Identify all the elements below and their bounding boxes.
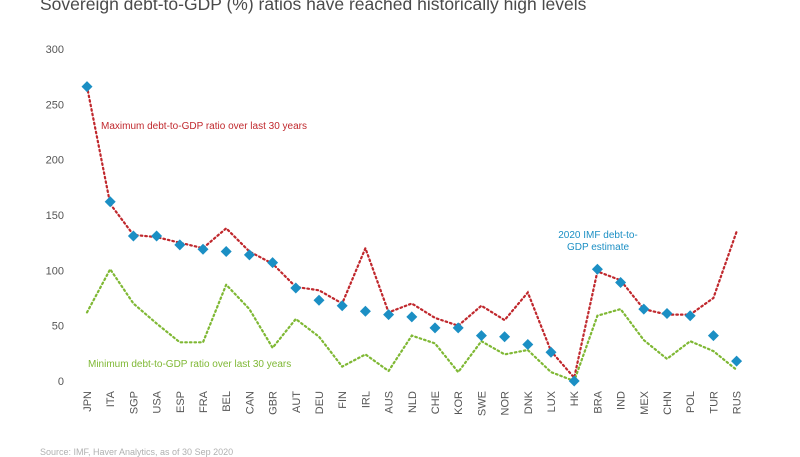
imf-estimate-marker-swe	[475, 330, 487, 342]
x-tick-label: MEX	[639, 390, 651, 415]
imf-estimate-marker-hk	[568, 375, 580, 387]
series-layer	[85, 85, 738, 383]
x-tick-label: TUR	[708, 391, 720, 414]
imf-estimate-marker-nld	[406, 311, 418, 323]
imf-estimate-marker-mex	[638, 303, 650, 315]
imf-estimate-marker-ita	[104, 196, 116, 208]
series-line-min	[85, 267, 738, 383]
x-tick-label: SGP	[128, 391, 140, 414]
imf-estimate-marker-esp	[174, 239, 186, 251]
x-tick-label: DEU	[314, 391, 326, 414]
imf-estimate-marker-tur	[707, 330, 719, 342]
y-tick-label: 250	[46, 99, 64, 111]
imf-estimate-marker-gbr	[267, 257, 279, 269]
x-tick-label: KOR	[453, 391, 465, 415]
x-tick-label: USA	[152, 390, 164, 413]
x-tick-label: FIN	[337, 391, 349, 409]
x-tick-label: CHN	[662, 391, 674, 415]
imf-estimate-marker-bel	[220, 246, 232, 258]
imf-estimate-marker-aus	[383, 309, 395, 321]
x-axis: JPN ITA SGP USA ESP FRA BEL CAN GBR AUT DEU FIN IRL A…	[82, 390, 744, 416]
imf-estimate-marker-jpn	[81, 81, 93, 93]
max-series-label: Maximum debt-to-GDP ratio over last 30 y…	[101, 121, 307, 132]
marker-layer	[81, 81, 743, 387]
x-tick-label: NOR	[500, 391, 512, 416]
x-tick-label: POL	[685, 391, 697, 413]
y-tick-label: 50	[52, 321, 64, 333]
imf-estimate-marker-sgp	[127, 230, 139, 242]
y-tick-label: 100	[46, 265, 64, 277]
footnote: Source: IMF, Haver Analytics, as of 30 S…	[40, 447, 234, 457]
imf-estimate-label-line1: 2020 IMF debt-to-	[558, 230, 637, 241]
imf-estimate-marker-kor	[452, 322, 464, 334]
y-axis: 0 50 100 150 200 250 300	[46, 44, 64, 388]
x-tick-label: BEL	[221, 391, 233, 412]
x-tick-label: LUX	[546, 390, 558, 412]
imf-estimate-marker-usa	[151, 230, 163, 242]
x-tick-label: ESP	[175, 391, 187, 413]
y-tick-label: 150	[46, 210, 64, 222]
x-tick-label: IRL	[360, 391, 372, 408]
y-tick-label: 300	[46, 44, 64, 56]
x-tick-label: AUS	[384, 391, 396, 414]
imf-estimate-marker-pol	[684, 310, 696, 322]
imf-estimate-marker-rus	[731, 355, 743, 367]
imf-estimate-marker-deu	[313, 294, 325, 306]
imf-estimate-marker-lux	[545, 346, 557, 358]
imf-estimate-marker-fin	[336, 300, 348, 312]
imf-estimate-marker-chn	[661, 307, 673, 319]
imf-estimate-marker-fra	[197, 243, 209, 255]
imf-estimate-label-line2: GDP estimate	[567, 242, 629, 253]
imf-estimate-marker-bra	[591, 263, 603, 275]
y-tick-label: 200	[46, 155, 64, 167]
x-tick-label: FRA	[198, 390, 210, 413]
imf-estimate-marker-can	[243, 249, 255, 261]
x-tick-label: CAN	[244, 391, 256, 414]
min-series-label: Minimum debt-to-GDP ratio over last 30 y…	[88, 359, 291, 370]
x-tick-label: GBR	[268, 391, 280, 415]
x-tick-label: BRA	[592, 390, 604, 413]
imf-estimate-marker-aut	[290, 282, 302, 294]
x-tick-label: SWE	[476, 391, 488, 416]
x-tick-label: RUS	[732, 391, 744, 414]
imf-estimate-marker-irl	[359, 305, 371, 317]
x-tick-label: HK	[569, 390, 581, 406]
chart-title: Sovereign debt-to-GDP (%) ratios have re…	[40, 0, 587, 14]
series-line-max	[85, 85, 738, 381]
imf-estimate-marker-dnk	[522, 338, 534, 350]
x-tick-label: AUT	[291, 391, 303, 413]
imf-estimate-marker-che	[429, 322, 441, 334]
x-tick-label: JPN	[82, 391, 94, 412]
imf-estimate-marker-nor	[499, 331, 511, 343]
imf-estimate-marker-ind	[615, 277, 627, 289]
x-tick-label: NLD	[407, 391, 419, 413]
x-tick-label: IND	[616, 391, 628, 410]
x-tick-label: ITA	[105, 390, 117, 407]
x-tick-label: DNK	[523, 390, 535, 414]
y-tick-label: 0	[58, 376, 64, 388]
x-tick-label: CHE	[430, 391, 442, 414]
